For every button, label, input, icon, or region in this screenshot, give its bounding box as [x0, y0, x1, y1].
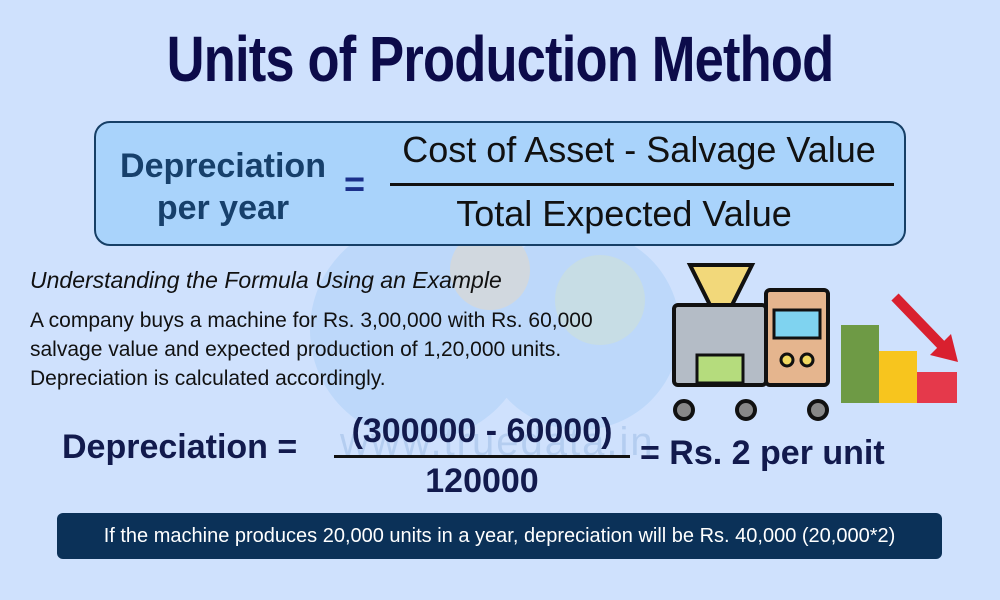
production-machine-icon	[672, 263, 830, 421]
declining-bar-chart-icon	[841, 293, 958, 403]
calculation-fraction-bar	[334, 455, 630, 458]
calculation-label: Depreciation =	[62, 428, 298, 466]
watermark-logo-icon	[310, 220, 680, 440]
formula-numerator: Cost of Asset - Salvage Value	[402, 129, 876, 170]
machine-and-chart-illustration	[672, 263, 958, 421]
calculation-numerator: (300000 - 60000)	[351, 412, 613, 450]
formula-box: Depreciation per year = Cost of Asset - …	[94, 121, 906, 246]
page-title: Units of Production Method	[166, 23, 834, 95]
calculation-result: = Rs. 2 per unit	[640, 434, 885, 472]
fraction-bar	[390, 183, 894, 186]
example-note-banner: If the machine produces 20,000 units in …	[57, 513, 942, 559]
formula-lhs-line2: per year	[156, 189, 290, 227]
example-paragraph: A company buys a machine for Rs. 3,00,00…	[30, 309, 593, 390]
example-subheading: Understanding the Formula Using an Examp…	[30, 267, 502, 293]
formula-lhs-line1: Depreciation	[120, 147, 326, 185]
equals-sign: =	[344, 163, 366, 204]
calculation-denominator: 120000	[425, 462, 539, 500]
formula-lhs: Depreciation per year	[108, 145, 338, 229]
formula-denominator: Total Expected Value	[456, 193, 792, 234]
